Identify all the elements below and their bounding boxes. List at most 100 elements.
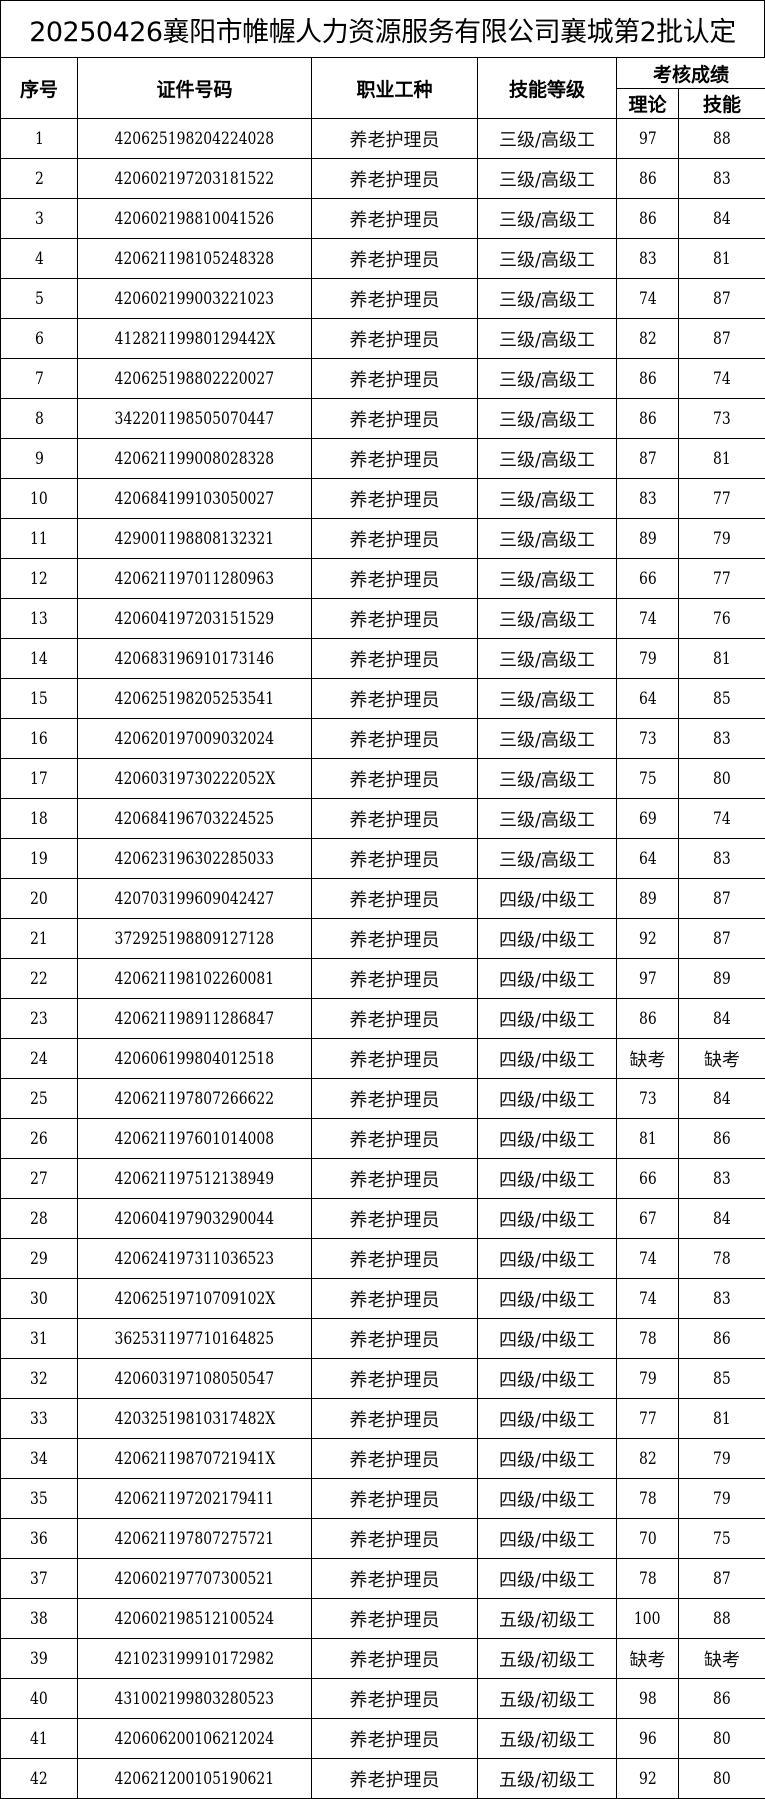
cell-occupation: 养老护理员	[311, 758, 478, 799]
cell-index: 26	[0, 1118, 78, 1159]
cell-occupation: 养老护理员	[311, 238, 478, 279]
cell-theory-score: 92	[616, 918, 679, 959]
cell-occupation-text: 养老护理员	[349, 529, 440, 551]
cell-index: 19	[0, 838, 78, 879]
cell-skill-level: 四级/中级工	[477, 1318, 617, 1359]
cell-occupation-text: 养老护理员	[349, 1649, 440, 1671]
cell-skill-level-text: 四级/中级工	[498, 1329, 596, 1351]
cell-id-number-text: 420625198204224028	[114, 128, 275, 149]
cell-id-number-text: 420602198810041526	[114, 208, 275, 229]
cell-id-number: 42032519810317482X	[77, 1398, 312, 1439]
cell-skill-level-text: 五级/初级工	[498, 1689, 596, 1711]
cell-theory-score: 82	[616, 318, 679, 359]
cell-theory-score: 74	[616, 1278, 679, 1319]
cell-skill-level: 四级/中级工	[477, 998, 617, 1039]
cell-occupation: 养老护理员	[311, 1158, 478, 1199]
cell-skill-level: 三级/高级工	[477, 478, 617, 519]
cell-index: 10	[0, 478, 78, 519]
cell-index: 28	[0, 1198, 78, 1239]
cell-theory-score-text: 79	[638, 1368, 657, 1389]
cell-occupation: 养老护理员	[311, 1278, 478, 1319]
document-title: 20250426襄阳市帷幄人力资源服务有限公司襄城第2批认定	[0, 0, 765, 57]
table-row: 11 429001198808132321 养老护理员 三级/高级工 89 79	[0, 518, 765, 559]
table-row: 3 420602198810041526 养老护理员 三级/高级工 86 84	[0, 198, 765, 239]
cell-id-number-text: 420621199008028328	[114, 448, 275, 469]
cell-theory-score-text: 缺考	[629, 1049, 666, 1071]
cell-occupation-text: 养老护理员	[349, 289, 440, 311]
cell-theory-score-text: 78	[638, 1328, 657, 1349]
cell-skill-level: 三级/高级工	[477, 278, 617, 319]
cell-index-text: 38	[30, 1608, 48, 1629]
cell-index-text: 18	[30, 808, 48, 829]
cell-id-number: 420624197311036523	[77, 1238, 312, 1279]
cell-occupation-text: 养老护理员	[349, 1729, 440, 1751]
cell-id-number-text: 420625198802220027	[114, 368, 275, 389]
table-row: 16 420620197009032024 养老护理员 三级/高级工 73 83	[0, 718, 765, 759]
cell-id-number-text: 420604197203151529	[114, 608, 275, 629]
cell-skill-level-text: 三级/高级工	[498, 169, 596, 191]
cell-occupation-text: 养老护理员	[349, 1529, 440, 1551]
cell-skill-level: 四级/中级工	[477, 1158, 617, 1199]
cell-occupation: 养老护理员	[311, 798, 478, 839]
cell-id-number-text: 420602197707300521	[114, 1568, 275, 1589]
cell-occupation: 养老护理员	[311, 1358, 478, 1399]
cell-skill-level-text: 五级/初级工	[498, 1769, 596, 1791]
cell-index: 35	[0, 1478, 78, 1519]
cell-skill-level: 四级/中级工	[477, 1198, 617, 1239]
cell-index-text: 25	[30, 1088, 48, 1109]
cell-id-number: 420602197203181522	[77, 158, 312, 199]
cell-index: 6	[0, 318, 78, 359]
cell-skill-level: 三级/高级工	[477, 838, 617, 879]
cell-index-text: 2	[34, 168, 44, 189]
table-row: 37 420602197707300521 养老护理员 四级/中级工 78 87	[0, 1558, 765, 1599]
cell-skill-score-text: 79	[713, 528, 731, 549]
cell-skill-score: 81	[677, 638, 765, 679]
cell-id-number-text: 421023199910172982	[114, 1648, 275, 1669]
cell-skill-score-text: 86	[713, 1688, 731, 1709]
cell-id-number: 420621198105248328	[77, 238, 312, 279]
cell-theory-score-text: 79	[638, 648, 657, 669]
cell-theory-score: 79	[616, 1358, 679, 1399]
cell-id-number-text: 420703199609042427	[114, 888, 275, 909]
cell-theory-score: 86	[616, 198, 679, 239]
cell-occupation: 养老护理员	[311, 1198, 478, 1239]
cell-occupation-text: 养老护理员	[349, 1689, 440, 1711]
cell-occupation-text: 养老护理员	[349, 489, 440, 511]
cell-skill-level: 三级/高级工	[477, 718, 617, 759]
cell-id-number: 342201198505070447	[77, 398, 312, 439]
cell-theory-score-text: 86	[638, 368, 657, 389]
cell-skill-level-text: 四级/中级工	[498, 1009, 596, 1031]
table-row: 5 420602199003221023 养老护理员 三级/高级工 74 87	[0, 278, 765, 319]
cell-index-text: 4	[34, 248, 44, 269]
cell-index: 40	[0, 1678, 78, 1719]
cell-skill-level: 三级/高级工	[477, 598, 617, 639]
cell-occupation-text: 养老护理员	[349, 129, 440, 151]
cell-skill-score-text: 缺考	[704, 1049, 740, 1071]
cell-skill-level: 四级/中级工	[477, 1078, 617, 1119]
cell-occupation: 养老护理员	[311, 918, 478, 959]
cell-skill-score-text: 80	[713, 768, 731, 789]
cell-theory-score-text: 97	[638, 968, 657, 989]
cell-id-number-text: 431002199803280523	[114, 1688, 275, 1709]
cell-id-number-text: 420603197108050547	[114, 1368, 275, 1389]
cell-index-text: 13	[30, 608, 48, 629]
cell-occupation: 养老护理员	[311, 1398, 478, 1439]
cell-occupation: 养老护理员	[311, 1078, 478, 1119]
table-row: 9 420621199008028328 养老护理员 三级/高级工 87 81	[0, 438, 765, 479]
cell-skill-score: 85	[677, 678, 765, 719]
cell-id-number: 429001198808132321	[77, 518, 312, 559]
cell-id-number-text: 420606200106212024	[114, 1728, 275, 1749]
cell-skill-score: 79	[677, 1438, 765, 1479]
cell-skill-score-text: 87	[713, 328, 731, 349]
cell-skill-score: 85	[677, 1358, 765, 1399]
cell-occupation-text: 养老护理员	[349, 1489, 440, 1511]
cell-skill-score-text: 78	[713, 1248, 731, 1269]
cell-theory-score-text: 83	[638, 248, 657, 269]
cell-id-number: 421023199910172982	[77, 1638, 312, 1679]
cell-id-number: 41282119980129442X	[77, 318, 312, 359]
cell-skill-level-text: 四级/中级工	[498, 1489, 596, 1511]
cell-id-number-text: 342201198505070447	[114, 408, 275, 429]
cell-id-number: 420623196302285033	[77, 838, 312, 879]
cell-theory-score-text: 92	[638, 1768, 657, 1789]
cell-index-text: 12	[30, 568, 48, 589]
